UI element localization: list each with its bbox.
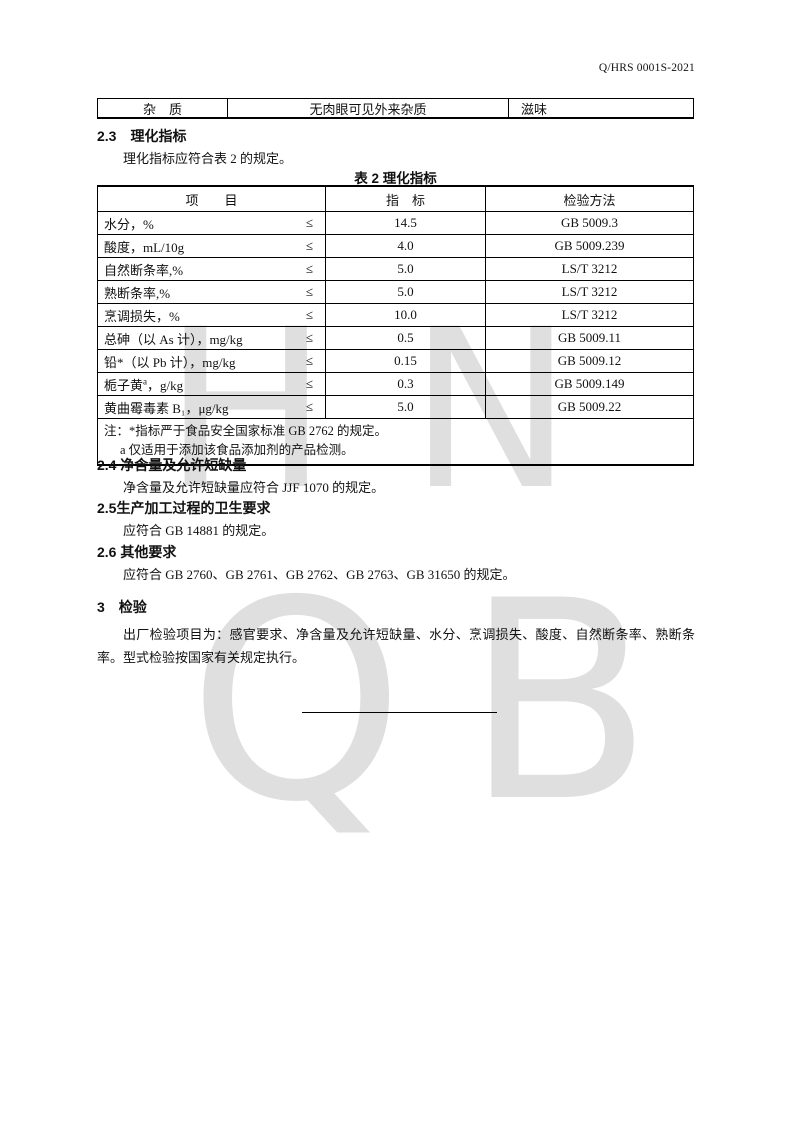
indicator-name: 总砷（以 As 计），mg/kg bbox=[104, 331, 243, 347]
lte-symbol: ≤ bbox=[305, 353, 313, 368]
table-2: 项 目 指 标 检验方法 水分，% ≤ 14.5 GB 5009.3 酸度，mL/… bbox=[97, 185, 694, 466]
table-row: 水分，% ≤ 14.5 GB 5009.3 bbox=[98, 212, 693, 235]
lte-symbol: ≤ bbox=[305, 307, 313, 322]
document-end-rule bbox=[302, 712, 497, 713]
table-row: 酸度，mL/10g ≤ 4.0 GB 5009.239 bbox=[98, 235, 693, 258]
test-method: GB 5009.3 bbox=[560, 215, 619, 230]
section-2-4-heading: 2.4 净含量及允许短缺量 bbox=[97, 457, 247, 473]
indicator-value: 0.5 bbox=[326, 327, 486, 349]
lte-symbol: ≤ bbox=[305, 261, 313, 276]
lte-symbol: ≤ bbox=[305, 238, 313, 253]
section-3-heading: 3 检验 bbox=[97, 599, 147, 615]
indicator-value: 4.0 bbox=[326, 235, 486, 257]
table-2-caption: 表 2 理化指标 bbox=[354, 171, 437, 186]
carryover-cell-taste: 滋味 bbox=[521, 101, 548, 117]
header-item: 项 目 bbox=[98, 187, 326, 211]
indicator-value: 5.0 bbox=[326, 258, 486, 280]
test-method: LS/T 3212 bbox=[561, 284, 618, 299]
indicator-value: 14.5 bbox=[326, 212, 486, 234]
watermark-qb: QB bbox=[188, 542, 714, 862]
standard-code-header: Q/HRS 0001S-2021 bbox=[598, 62, 695, 74]
lte-symbol: ≤ bbox=[305, 284, 313, 299]
indicator-name: 酸度，mL/10g bbox=[104, 239, 185, 255]
indicator-value: 10.0 bbox=[326, 304, 486, 326]
test-method: LS/T 3212 bbox=[561, 261, 618, 276]
carryover-cell-requirement: 无肉眼可见外来杂质 bbox=[228, 99, 509, 117]
indicator-name: 自然断条率,% bbox=[104, 262, 184, 278]
section-2-5-body: 应符合 GB 14881 的规定。 bbox=[123, 523, 275, 538]
table-row: 黄曲霉毒素 B₁，μg/kg ≤ 5.0 GB 5009.22 bbox=[98, 396, 693, 419]
test-method: GB 5009.12 bbox=[557, 353, 622, 368]
lte-symbol: ≤ bbox=[305, 399, 313, 414]
section-2-3-body: 理化指标应符合表 2 的规定。 bbox=[123, 151, 293, 166]
table-row: 烹调损失，% ≤ 10.0 LS/T 3212 bbox=[98, 304, 693, 327]
test-method: LS/T 3212 bbox=[561, 307, 618, 322]
indicator-value: 0.15 bbox=[326, 350, 486, 372]
carryover-cell-item: 杂 质 bbox=[98, 99, 228, 117]
header-method: 检验方法 bbox=[563, 192, 616, 208]
footnote-marker-a: a bbox=[143, 376, 148, 387]
table-row: 栀子黄a，g/kg ≤ 0.3 GB 5009.149 bbox=[98, 373, 693, 396]
table-notes: 注：*指标严于食品安全国家标准 GB 2762 的规定。 a 仅适用于添加该食品… bbox=[98, 419, 693, 464]
indicator-name: 栀子黄a，g/kg bbox=[104, 376, 184, 393]
table-row: 自然断条率,% ≤ 5.0 LS/T 3212 bbox=[98, 258, 693, 281]
indicator-name: 烹调损失，% bbox=[104, 308, 180, 324]
indicator-name: 熟断条率,% bbox=[104, 285, 171, 301]
indicator-value: 0.3 bbox=[326, 373, 486, 395]
test-method: GB 5009.239 bbox=[554, 238, 625, 253]
section-2-4-body: 净含量及允许短缺量应符合 JJF 1070 的规定。 bbox=[123, 480, 385, 495]
indicator-value: 5.0 bbox=[326, 396, 486, 418]
table-row: 总砷（以 As 计），mg/kg ≤ 0.5 GB 5009.11 bbox=[98, 327, 693, 350]
table-note-1: 注：*指标严于食品安全国家标准 GB 2762 的规定。 bbox=[104, 424, 387, 438]
table-row: 铅*（以 Pb 计），mg/kg ≤ 0.15 GB 5009.12 bbox=[98, 350, 693, 373]
section-2-3-heading: 2.3 理化指标 bbox=[97, 128, 187, 144]
watermark-hn: HN bbox=[163, 282, 653, 538]
test-method: GB 5009.22 bbox=[557, 399, 622, 414]
table-note-2: a 仅适用于添加该食品添加剂的产品检测。 bbox=[120, 443, 354, 457]
table-row: 熟断条率,% ≤ 5.0 LS/T 3212 bbox=[98, 281, 693, 304]
indicator-name: 铅*（以 Pb 计），mg/kg bbox=[104, 354, 236, 370]
table-header-row: 项 目 指 标 检验方法 bbox=[98, 187, 693, 212]
section-2-6-heading: 2.6 其他要求 bbox=[97, 544, 177, 560]
lte-symbol: ≤ bbox=[305, 215, 313, 230]
header-value: 指 标 bbox=[326, 187, 486, 211]
carryover-table-row: 杂 质 无肉眼可见外来杂质 滋味 bbox=[97, 98, 694, 119]
test-method: GB 5009.11 bbox=[557, 330, 622, 345]
lte-symbol: ≤ bbox=[305, 376, 313, 391]
lte-symbol: ≤ bbox=[305, 330, 313, 345]
section-2-5-heading: 2.5生产加工过程的卫生要求 bbox=[97, 500, 271, 516]
test-method: GB 5009.149 bbox=[554, 376, 625, 391]
indicator-name: 黄曲霉毒素 B₁，μg/kg bbox=[104, 400, 229, 416]
section-2-6-body: 应符合 GB 2760、GB 2761、GB 2762、GB 2763、GB 3… bbox=[123, 567, 516, 582]
indicator-name: 水分，% bbox=[104, 216, 154, 232]
indicator-value: 5.0 bbox=[326, 281, 486, 303]
section-3-body: 出厂检验项目为：感官要求、净含量及允许短缺量、水分、烹调损失、酸度、自然断条率、… bbox=[97, 627, 695, 665]
